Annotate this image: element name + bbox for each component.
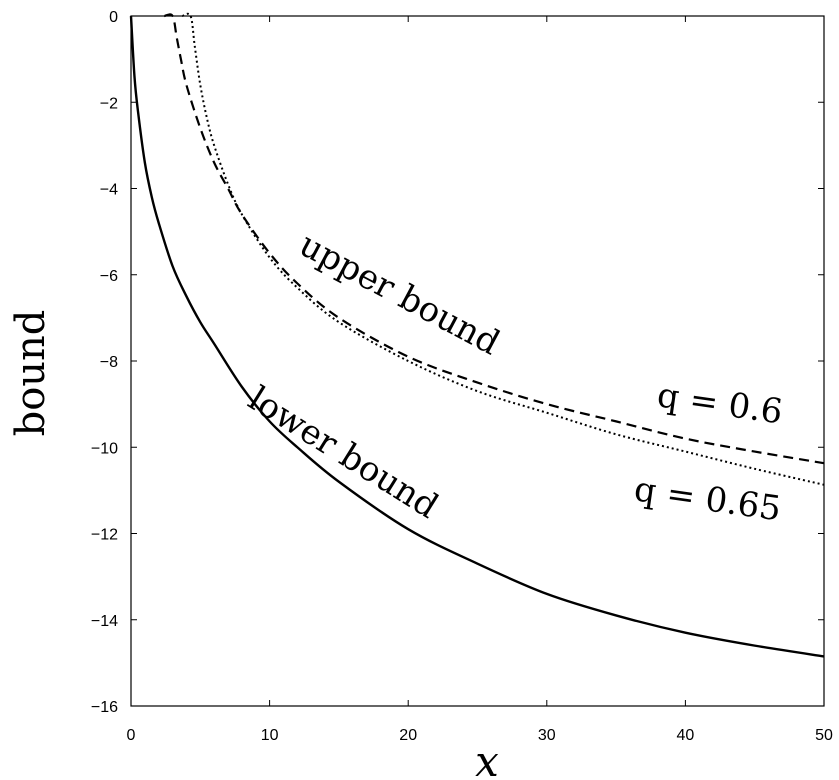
y-axis-title: bound: [8, 310, 54, 437]
x-tick-label: 0: [127, 727, 136, 744]
y-tick-label: −4: [100, 182, 118, 199]
x-tick-label: 50: [815, 727, 833, 744]
series-group: [129, 12, 825, 658]
y-tick-label: 0: [109, 9, 118, 26]
plot-frame: [130, 15, 825, 707]
y-tick-label: −6: [100, 268, 118, 285]
x-tick-label: 30: [538, 727, 556, 744]
series-line-dotted: [181, 12, 825, 486]
y-tick-label: −2: [100, 95, 118, 112]
series-line-dashed: [164, 13, 825, 465]
annotation-q-0-6: q = 0.6: [655, 375, 785, 432]
annotation-upper-bound: upper bound: [293, 225, 506, 364]
y-tick-label: −8: [100, 354, 118, 371]
series-line-solid: [129, 15, 825, 658]
annotation-lower-bound: lower bound: [241, 379, 445, 527]
x-tick-label: 10: [261, 727, 279, 744]
annotation-q-0-65: q = 0.65: [632, 469, 784, 529]
y-tick-label: −16: [91, 699, 118, 716]
x-axis-title: x: [475, 737, 499, 780]
x-tick-label: 20: [399, 727, 417, 744]
y-tick-label: −12: [91, 527, 118, 544]
y-tick-label: −10: [91, 440, 118, 457]
ticks: 0 10 20 30 40 50 0 −2 −4 −6 −8 −10 −12 −14 −16: [91, 9, 833, 744]
y-tick-label: −14: [91, 613, 118, 630]
x-tick-label: 40: [677, 727, 695, 744]
